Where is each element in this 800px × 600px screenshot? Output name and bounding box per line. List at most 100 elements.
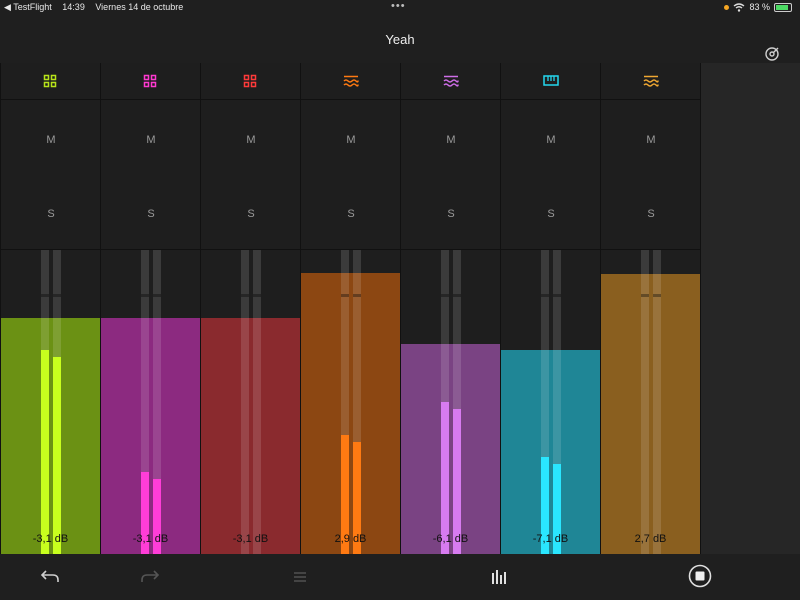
track-divider [641, 294, 649, 297]
fader-level-fill[interactable] [501, 350, 600, 554]
fader-level-fill[interactable] [1, 318, 100, 554]
meter-track-right [253, 250, 261, 554]
back-to-app-link[interactable]: ◀ TestFlight [4, 2, 52, 12]
channel-strip: M S 2,7 dB [600, 63, 700, 554]
channel-strip: M S 2,9 dB [300, 63, 400, 554]
status-right: 83 % [724, 2, 792, 12]
solo-button[interactable]: S [147, 208, 155, 220]
mute-button[interactable]: M [46, 134, 56, 146]
channel-strip: M S -3,1 dB [200, 63, 300, 554]
track-divider [341, 294, 349, 297]
mute-button[interactable]: M [346, 134, 356, 146]
fader-level-fill[interactable] [601, 274, 700, 554]
meter-track-left [641, 250, 649, 554]
status-date: Viernes 14 de octubre [95, 2, 184, 12]
grid-icon [243, 74, 257, 88]
track-divider [53, 294, 61, 297]
mixer-icon[interactable] [491, 570, 507, 584]
channel-header[interactable] [201, 63, 300, 100]
channel-strip: M S -6,1 dB [400, 63, 500, 554]
meter-track-right [353, 250, 361, 554]
fader-level-fill[interactable] [301, 273, 400, 554]
meter-track-right [553, 250, 561, 554]
redo-icon[interactable] [140, 568, 160, 584]
channel-header[interactable] [101, 63, 200, 100]
meter-track-left [341, 250, 349, 554]
track-divider [453, 294, 461, 297]
volume-fader[interactable]: 2,7 dB [601, 250, 700, 554]
solo-button[interactable]: S [547, 208, 555, 220]
channel-header[interactable] [401, 63, 500, 100]
status-left: ◀ TestFlight 14:39 Viernes 14 de octubre [4, 2, 191, 13]
wave-icon [443, 75, 459, 87]
piano-roll-icon[interactable] [293, 570, 307, 584]
bottom-toolbar [0, 554, 800, 600]
solo-button[interactable]: S [247, 208, 255, 220]
meter-track-right [453, 250, 461, 554]
volume-fader[interactable]: 2,9 dB [301, 250, 400, 554]
mute-button[interactable]: M [646, 134, 656, 146]
solo-button[interactable]: S [47, 208, 55, 220]
track-divider [153, 294, 161, 297]
solo-button[interactable]: S [347, 208, 355, 220]
title-bar: Yeah [0, 16, 800, 63]
channel-header[interactable] [301, 63, 400, 100]
empty-mixer-area [700, 63, 800, 554]
page-title: Yeah [385, 32, 415, 47]
channel-strip: M S -7,1 dB [500, 63, 600, 554]
volume-fader[interactable]: -3,1 dB [1, 250, 100, 554]
mute-button[interactable]: M [546, 134, 556, 146]
db-value: -3,1 dB [232, 533, 269, 545]
channel-header[interactable] [501, 63, 600, 100]
tuner-icon[interactable] [764, 46, 780, 62]
db-value: -3,1 dB [32, 533, 69, 545]
track-divider [41, 294, 49, 297]
track-divider [653, 294, 661, 297]
fader-level-fill[interactable] [401, 344, 500, 554]
solo-button[interactable]: S [647, 208, 655, 220]
undo-icon[interactable] [40, 568, 60, 584]
solo-button[interactable]: S [447, 208, 455, 220]
channel-strip: M S -3,1 dB [100, 63, 200, 554]
fader-level-fill[interactable] [201, 318, 300, 554]
volume-fader[interactable]: -6,1 dB [401, 250, 500, 554]
mute-button[interactable]: M [146, 134, 156, 146]
level-meter-left [41, 350, 49, 554]
level-meter-left [141, 472, 149, 554]
meter-track-left [541, 250, 549, 554]
track-divider [141, 294, 149, 297]
db-value: -7,1 dB [532, 533, 569, 545]
status-time: 14:39 [62, 2, 85, 12]
track-divider [541, 294, 549, 297]
mute-button[interactable]: M [446, 134, 456, 146]
db-value: -6,1 dB [432, 533, 469, 545]
mixer-panel: M S -3,1 dB M S -3,1 dB M S -3,1 dB M S 2,9 dB M S -6,… [0, 63, 800, 554]
wifi-icon [734, 2, 745, 12]
multitask-dots[interactable]: ••• [391, 0, 406, 12]
level-meter-right [453, 409, 461, 554]
channel-header[interactable] [601, 63, 700, 100]
level-meter-right [553, 464, 561, 554]
meter-track-right [153, 250, 161, 554]
volume-fader[interactable]: -3,1 dB [201, 250, 300, 554]
track-divider [553, 294, 561, 297]
volume-fader[interactable]: -7,1 dB [501, 250, 600, 554]
battery-percentage: 83 % [749, 2, 770, 12]
stop-icon[interactable] [688, 564, 712, 588]
mute-button[interactable]: M [246, 134, 256, 146]
battery-icon [774, 2, 792, 12]
db-value: -3,1 dB [132, 533, 169, 545]
channel-header[interactable] [1, 63, 100, 100]
db-value: 2,7 dB [634, 533, 667, 545]
grid-icon [143, 74, 157, 88]
channel-strip: M S -3,1 dB [0, 63, 100, 554]
fader-level-fill[interactable] [101, 318, 200, 554]
wave-icon [643, 75, 659, 87]
volume-fader[interactable]: -3,1 dB [101, 250, 200, 554]
track-divider [241, 294, 249, 297]
